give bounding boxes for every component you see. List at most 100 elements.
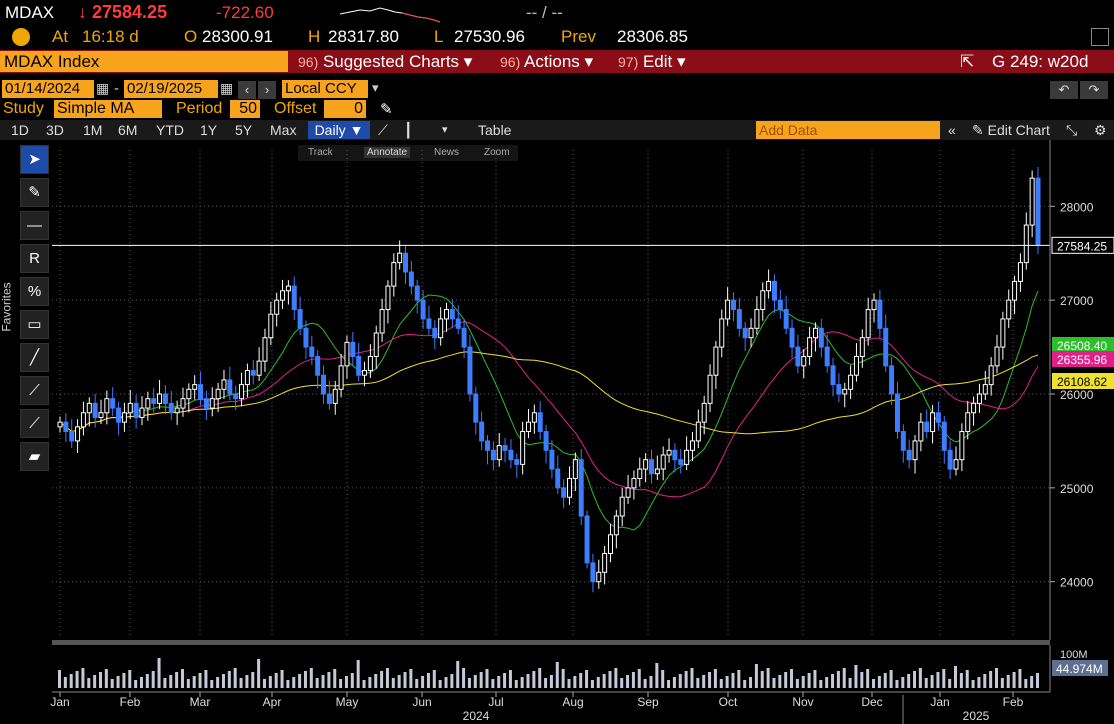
candle-body — [584, 515, 590, 564]
ma-value-label: 26355.96 — [1057, 353, 1107, 367]
rectangle-tool-icon[interactable]: ▭ — [20, 310, 49, 339]
study-select[interactable]: Simple MA — [54, 100, 162, 118]
range-3d[interactable]: 3D — [46, 122, 64, 138]
candle-body — [133, 402, 139, 418]
add-data-input[interactable]: Add Data — [756, 121, 940, 139]
volume-bar — [579, 673, 583, 688]
track-button[interactable]: Track — [308, 147, 333, 158]
volume-bar — [778, 675, 782, 688]
range-1y[interactable]: 1Y — [200, 122, 218, 138]
volume-bar — [473, 675, 477, 688]
volume-bar — [801, 676, 805, 688]
volume-bar — [737, 670, 741, 688]
currency-dropdown-icon[interactable]: ▾ — [372, 80, 379, 95]
volume-bar — [836, 671, 840, 688]
range-1m[interactable]: 1M — [83, 122, 103, 138]
volume-bar — [362, 680, 366, 688]
ray-tool-icon[interactable]: R — [20, 244, 49, 273]
redo-button[interactable]: ↷ — [1080, 81, 1108, 99]
annotate-button[interactable]: Annotate — [364, 147, 411, 158]
hline-tool-icon[interactable]: — — [20, 211, 49, 240]
volume-bar — [585, 670, 589, 688]
range-5y[interactable]: 5Y — [235, 122, 253, 138]
gauge-icon — [12, 28, 30, 46]
candle-body — [783, 309, 789, 329]
offset-input[interactable]: 0 — [324, 100, 366, 118]
settings-icon[interactable]: ⤡ — [1066, 122, 1078, 138]
prev-period-button[interactable]: ‹ — [238, 81, 256, 99]
volume-bar — [122, 673, 126, 688]
date-bar: 01/14/2024 ▦ - 02/19/2025 ▦ ‹ › Local CC… — [0, 80, 1114, 100]
candle-body — [906, 449, 912, 461]
volume-bar — [438, 680, 442, 688]
period-input[interactable]: 50 — [230, 100, 260, 118]
popout-icon[interactable] — [1091, 28, 1109, 46]
next-period-button[interactable]: › — [258, 81, 276, 99]
volume-bar — [128, 670, 132, 688]
interval-select[interactable]: Daily ▼ — [308, 121, 370, 139]
candle-body — [865, 309, 871, 339]
chart-type-dropdown-icon[interactable]: ▾ — [442, 124, 448, 136]
wrench-icon[interactable]: ⚙ — [1094, 122, 1107, 138]
candle-body — [648, 459, 654, 475]
low-label: L — [434, 27, 444, 46]
volume-bar — [421, 676, 425, 688]
candle-body — [467, 346, 473, 395]
candle-body — [637, 468, 643, 479]
range-1d[interactable]: 1D — [11, 122, 29, 138]
start-date-input[interactable]: 01/14/2024 — [2, 80, 94, 98]
pencil-icon[interactable]: ✎ — [380, 101, 393, 118]
currency-select[interactable]: Local CCY — [282, 80, 368, 98]
range-max[interactable]: Max — [270, 122, 297, 138]
candle-body — [900, 431, 906, 451]
edit-num: 97) — [618, 54, 639, 70]
volume-bar — [110, 679, 114, 688]
volume-bar — [1000, 678, 1004, 688]
collapse-icon[interactable]: « — [948, 122, 956, 138]
range-6m[interactable]: 6M — [118, 122, 138, 138]
trendline-tool-icon[interactable]: ╱ — [20, 343, 49, 372]
volume-bar — [743, 680, 747, 688]
calendar-end-icon[interactable]: ▦ — [220, 80, 234, 96]
zoom-button[interactable]: Zoom — [484, 147, 510, 158]
percent-tool-icon[interactable]: % — [20, 277, 49, 306]
security-field[interactable]: MDAX Index — [0, 51, 288, 72]
pen-tool-icon[interactable]: ✎ — [20, 178, 49, 207]
channel-tool-icon[interactable]: ⟋ — [20, 376, 49, 405]
volume-bar — [831, 674, 835, 688]
candle-body — [684, 449, 690, 465]
brush-tool-icon[interactable]: ▰ — [20, 442, 49, 471]
volume-bar — [286, 680, 290, 688]
candle-body — [350, 341, 356, 357]
undo-button[interactable]: ↶ — [1050, 81, 1078, 99]
volume-bar — [403, 672, 407, 688]
actions-menu[interactable]: 96) Actions ▾ — [500, 52, 594, 71]
range-ytd[interactable]: YTD — [156, 122, 184, 138]
volume-bar — [549, 675, 553, 688]
export-icon[interactable]: ⇱ — [960, 52, 975, 71]
table-button[interactable]: Table — [478, 122, 512, 138]
bar-chart-icon[interactable]: ┃ — [404, 122, 413, 138]
news-button[interactable]: News — [434, 147, 460, 158]
volume-bar — [532, 671, 536, 688]
edit-chart-button[interactable]: ✎ Edit Chart — [972, 122, 1050, 138]
range-bar: 1D 3D 1M 6M YTD 1Y 5Y Max Daily ▼ ⟋ ┃ ▾ … — [0, 120, 1114, 140]
candle-body — [619, 496, 625, 517]
volume-bar — [702, 675, 706, 688]
candle-body — [924, 421, 930, 433]
candle-body — [666, 449, 672, 456]
volume-bar — [450, 674, 454, 688]
line-chart-icon[interactable]: ⟋ — [378, 122, 388, 138]
volume-bar — [303, 671, 307, 688]
volume-bar — [368, 677, 372, 688]
end-date-input[interactable]: 02/19/2025 — [124, 80, 218, 98]
candle-body — [812, 327, 818, 339]
edit-menu[interactable]: 97) Edit ▾ — [618, 52, 686, 71]
calendar-start-icon[interactable]: ▦ — [96, 80, 110, 96]
candle-body — [859, 337, 865, 357]
pointer-tool-icon[interactable]: ➤ — [20, 145, 49, 174]
fib-tool-icon[interactable]: ⟋ — [20, 409, 49, 438]
suggested-charts-menu[interactable]: 96) Suggested Charts ▾ — [298, 52, 473, 71]
volume-bar — [116, 676, 120, 688]
